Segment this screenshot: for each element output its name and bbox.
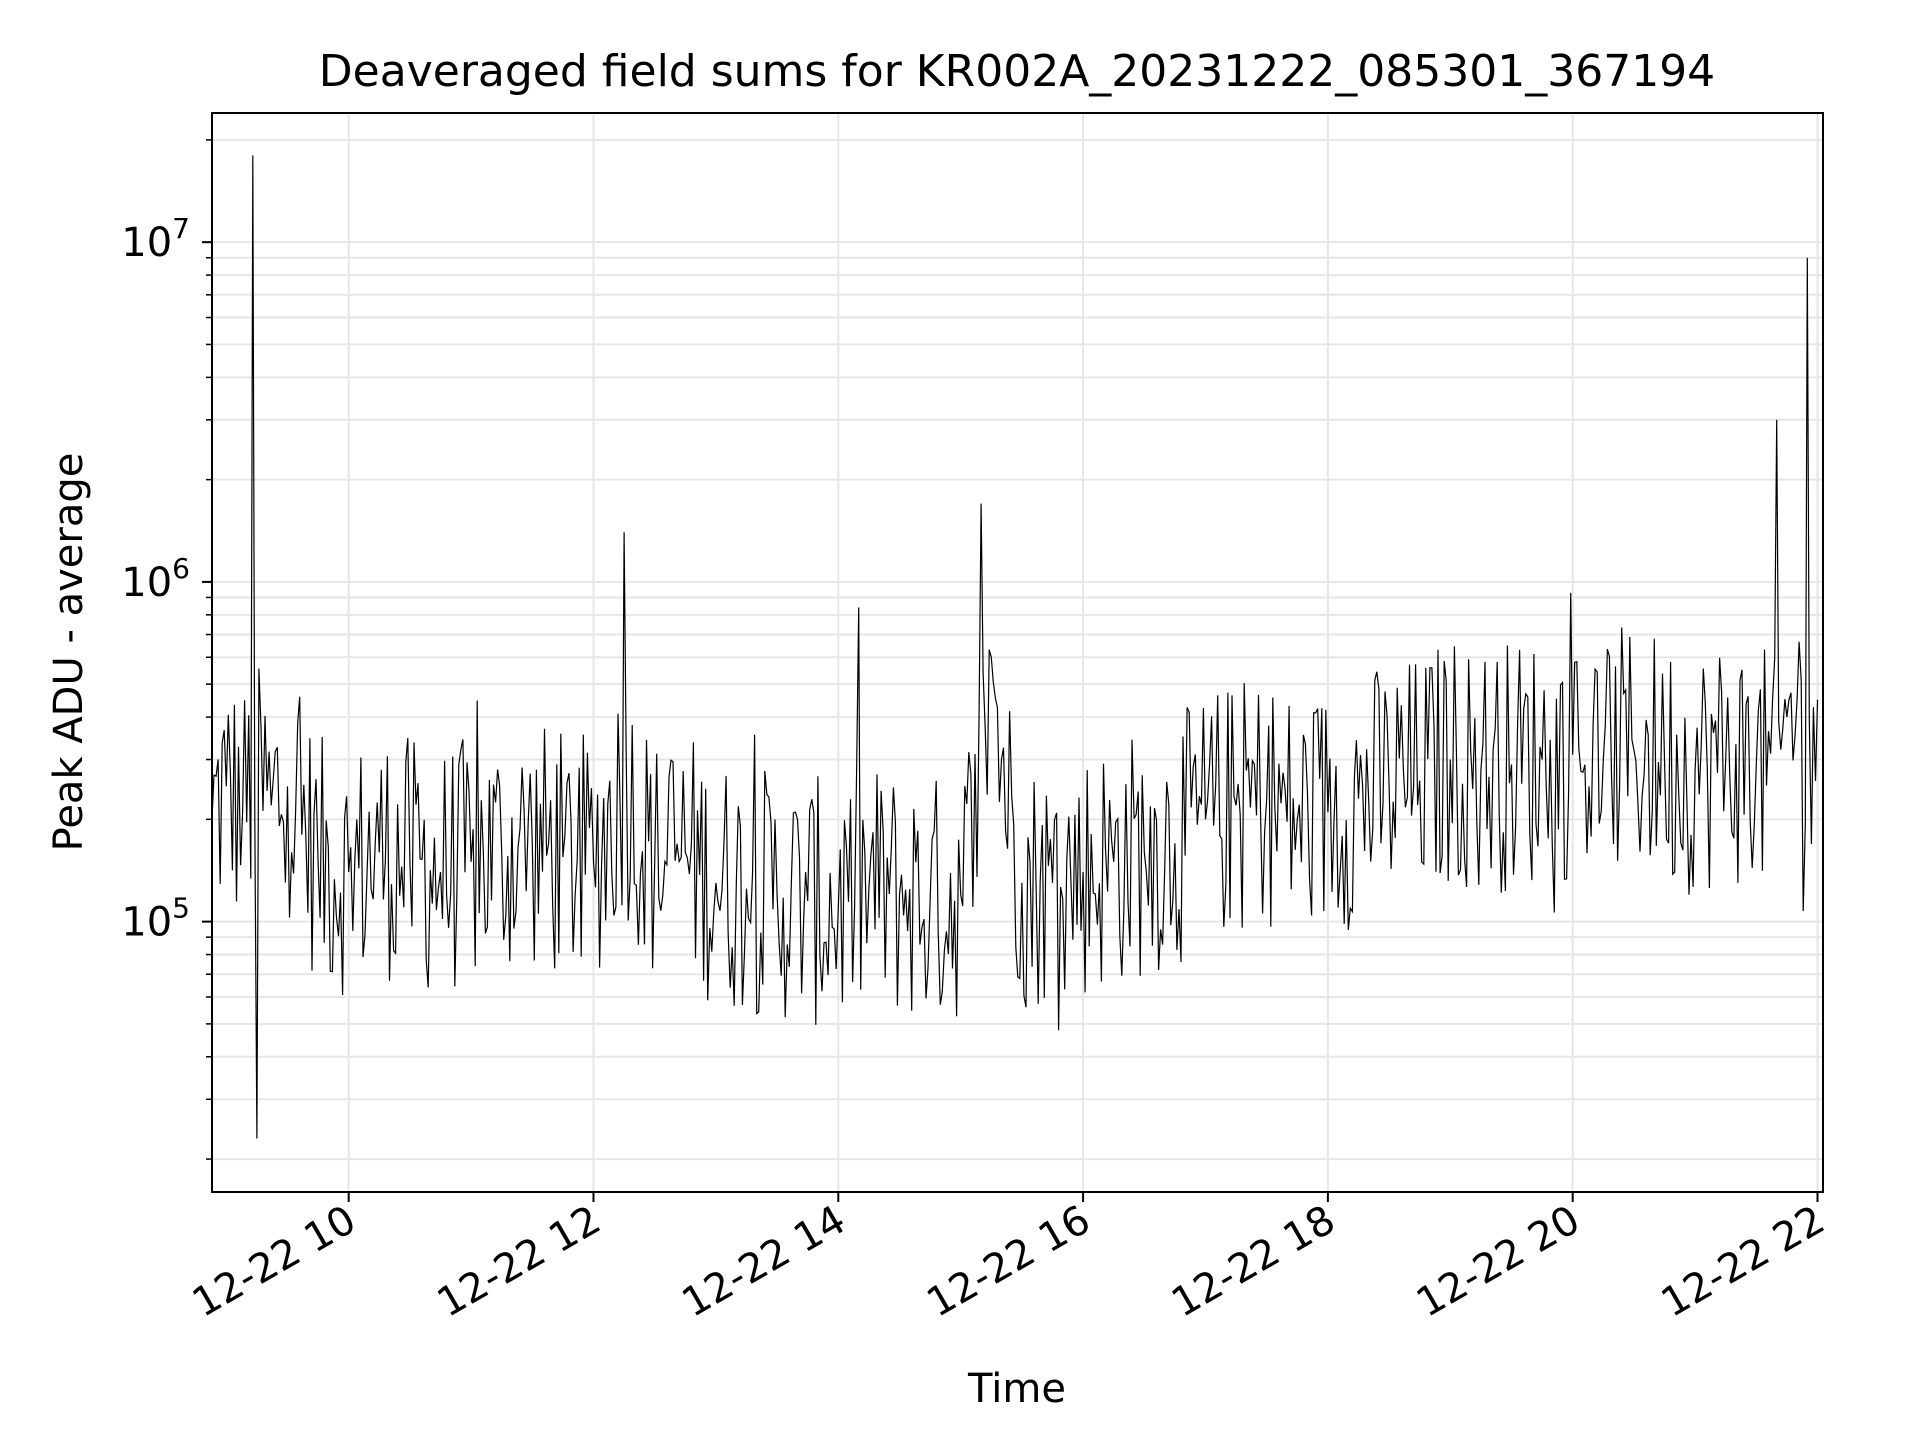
plot-frame — [211, 112, 1824, 1193]
x-axis-label: Time — [967, 1366, 1066, 1412]
grid — [212, 113, 1823, 1192]
y-axis-label: Peak ADU - average — [46, 453, 92, 852]
series-line — [211, 155, 1819, 1139]
y-tick-label: 105 — [121, 892, 190, 946]
data-layer — [211, 155, 1819, 1139]
y-tick-label: 107 — [121, 212, 190, 266]
chart-title: Deaveraged field sums for KR002A_2023122… — [319, 46, 1715, 97]
y-tick-label: 106 — [121, 552, 190, 606]
